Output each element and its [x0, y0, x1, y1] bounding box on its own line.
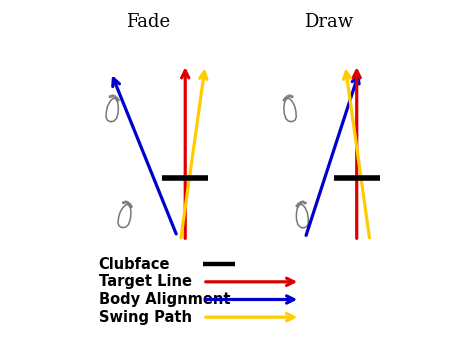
Text: Body Alignment: Body Alignment [98, 292, 230, 307]
Text: Clubface: Clubface [98, 257, 170, 272]
Text: Fade: Fade [126, 13, 170, 31]
Text: Draw: Draw [304, 13, 353, 31]
Text: Target Line: Target Line [98, 274, 192, 289]
Text: Swing Path: Swing Path [98, 310, 192, 325]
